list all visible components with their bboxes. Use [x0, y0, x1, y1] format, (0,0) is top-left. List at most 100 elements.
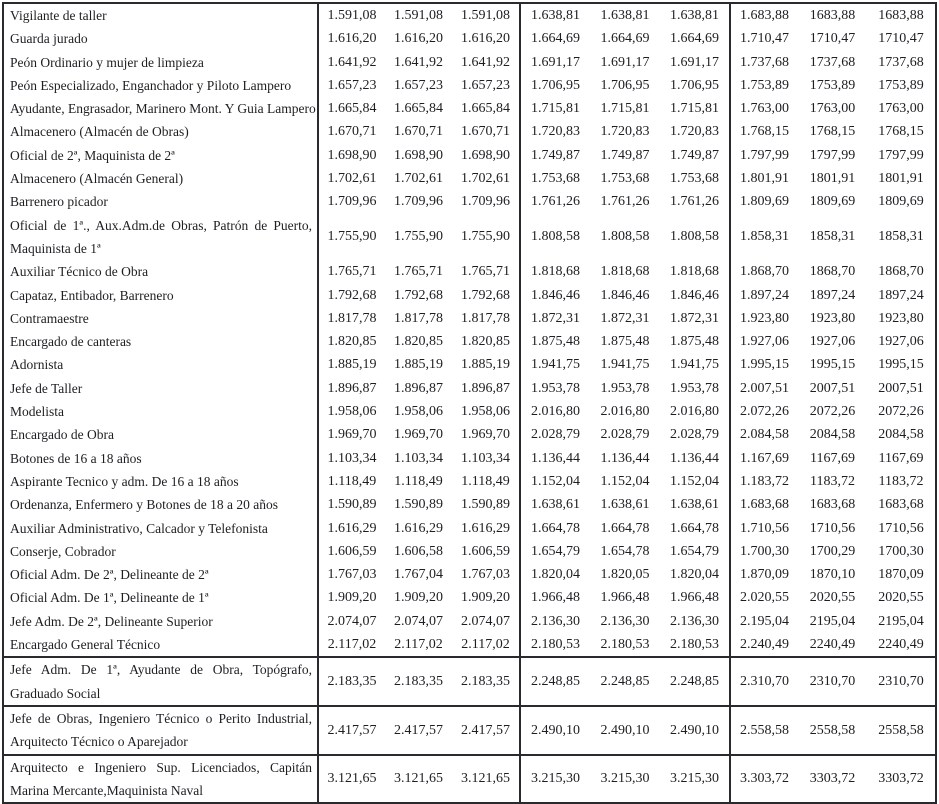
salary-value-cell: 1.958,06: [394, 404, 443, 420]
salary-value-cell: 1.761,26: [670, 194, 719, 210]
salary-value-cell: 1.761,26: [600, 194, 650, 210]
job-category-cell: Jefe Adm. De 1ª, Ayudante de Obra, Topóg…: [3, 656, 319, 706]
job-category-cell: Oficial de 1ª., Aux.Adm.de Obras, Patrón…: [3, 213, 319, 261]
table-row: Arquitecto e Ingeniero Sup. Licenciados,…: [3, 753, 936, 804]
salary-value-cell: 1.715,81: [600, 101, 650, 117]
job-category-cell: Peón Especializado, Enganchador y Piloto…: [3, 73, 319, 98]
salary-value-cell: 1.616,20: [461, 31, 510, 47]
salary-value-cell: 2.117,02: [394, 637, 443, 653]
salary-value-cell: 1.923,80: [729, 306, 798, 331]
salary-value-cell: 1.749,87: [519, 143, 590, 168]
salary-value-cell: 1.670,71: [461, 124, 510, 140]
salary-value-cell: 1.118,49: [327, 473, 377, 489]
salary-value-cell: 1.606,58: [394, 543, 443, 559]
salary-value-cell: 1683,88: [878, 8, 924, 23]
salary-value-cell: 2195,04: [878, 613, 924, 629]
salary-value-cell: 1.755,90: [394, 229, 443, 245]
job-category-cell: Jefe Adm. De 2ª, Delineante Superior: [3, 609, 319, 634]
salary-value-cell: 1.870,09: [729, 563, 798, 587]
salary-value-cell: 1.720,83: [600, 124, 650, 140]
salary-value-cell: 1.118,49: [394, 473, 443, 489]
salary-value-cell: 2.490,10: [519, 704, 590, 755]
salary-value-cell: 2.180,53: [670, 637, 719, 653]
salary-value-cell: 1.868,70: [729, 260, 798, 284]
salary-value-cell: 1.820,85: [461, 334, 510, 350]
salary-value-cell: 1.698,90: [394, 147, 443, 163]
salary-value-cell: 1.715,81: [670, 101, 719, 117]
salary-value-cell: 1710,47: [878, 31, 924, 47]
salary-value-cell: 1870,09: [878, 567, 924, 583]
table-row: Barrenero picador 1.709,96 1.709,96 1.709,9…: [3, 190, 936, 214]
salary-value-cell: 2007,51: [878, 380, 924, 396]
salary-value-cell: 1.941,75: [600, 357, 650, 373]
salary-value-cell: 1.136,44: [600, 450, 650, 466]
salary-value-cell: 2.016,80: [519, 400, 590, 424]
salary-value-cell: 1.709,96: [327, 194, 377, 210]
salary-value-cell: 1753,89: [809, 77, 856, 93]
salary-value-cell: 1.875,48: [519, 330, 590, 354]
salary-value-cell: 1.966,48: [600, 590, 650, 606]
salary-value-cell: 1.753,89: [729, 73, 798, 98]
salary-value-cell: 1858,31: [809, 229, 856, 245]
salary-value-cell: 1.664,69: [519, 27, 590, 51]
salary-value-cell: 2.007,51: [729, 376, 798, 401]
table-row: Oficial de 1ª., Aux.Adm.de Obras, Patrón…: [3, 213, 936, 261]
salary-value-cell: 2.248,85: [519, 656, 590, 706]
salary-value-cell: 1.691,17: [670, 54, 719, 70]
salary-value-cell: 1.616,29: [461, 520, 510, 536]
salary-value-cell: 1700,29: [809, 543, 856, 559]
salary-value-cell: 1.896,87: [394, 380, 443, 396]
salary-value-cell: 1.720,83: [670, 124, 719, 140]
salary-value-cell: 1809,69: [878, 194, 924, 210]
job-category-cell: Modelista: [3, 400, 319, 424]
salary-value-cell: 1.691,17: [600, 54, 650, 70]
salary-value-cell: 1.737,68: [729, 50, 798, 74]
salary-value-cell: 1.818,68: [670, 264, 719, 280]
salary-value-cell: 1.638,81: [519, 3, 590, 28]
table-row: Aspirante Tecnico y adm. De 16 a 18 años…: [3, 469, 936, 494]
salary-value-cell: 1.698,90: [327, 147, 377, 163]
salary-value-cell: 1.792,68: [461, 287, 510, 303]
table-row: Encargado General Técnico 2.117,02 2.117,0…: [3, 633, 936, 658]
salary-value-cell: 1.616,20: [394, 31, 443, 47]
salary-value-cell: 1.897,24: [729, 283, 798, 307]
salary-value-cell: 2.074,07: [394, 613, 443, 629]
salary-value-cell: 1.702,61: [394, 171, 443, 187]
job-category-cell: Jefe de Obras, Ingeniero Técnico o Perit…: [3, 704, 319, 755]
salary-value-cell: 1.927,06: [729, 330, 798, 354]
salary-value-cell: 3.215,30: [590, 753, 660, 804]
salary-value-cell: 1.590,89: [461, 497, 510, 513]
salary-value-cell: 1710,56: [878, 520, 924, 536]
salary-value-cell: 1.969,70: [461, 427, 510, 443]
salary-value-cell: 1.103,34: [461, 450, 510, 466]
table-row: Auxiliar Administrativo, Calcador y Tele…: [3, 516, 936, 540]
salary-value-cell: 1.591,08: [327, 8, 377, 23]
salary-value-cell: 2020,55: [809, 590, 856, 606]
salary-value-cell: 1858,31: [878, 229, 924, 245]
salary-value-cell: 2.490,10: [590, 704, 660, 755]
job-category-cell: Auxiliar Administrativo, Calcador y Tele…: [3, 516, 319, 540]
salary-value-cell: 2.248,85: [660, 656, 730, 706]
table-row: Capataz, Entibador, Barrenero 1.792,68 1.7…: [3, 283, 936, 307]
salary-value-cell: 1.818,68: [519, 260, 590, 284]
salary-value-cell: 1.909,20: [394, 590, 443, 606]
salary-value-cell: 3303,72: [867, 753, 936, 804]
salary-value-cell: 1768,15: [809, 124, 856, 140]
salary-value-cell: 1.657,23: [394, 77, 443, 93]
salary-value-cell: 1.591,08: [394, 8, 443, 23]
salary-value-cell: 1.820,05: [600, 567, 650, 583]
table-row: Vigilante de taller 1.591,08 1.591,08 1.591…: [3, 3, 936, 28]
salary-value-cell: 1.969,70: [327, 427, 377, 443]
job-category-cell: Botones de 16 a 18 años: [3, 446, 319, 470]
salary-value-cell: 1.809,69: [729, 190, 798, 214]
salary-value-cell: 1.763,00: [729, 97, 798, 121]
salary-value-cell: 1797,99: [809, 147, 856, 163]
salary-value-cell: 1.183,72: [729, 469, 798, 494]
table-row: Oficial Adm. De 1ª, Delineante de 1ª 1.90…: [3, 586, 936, 610]
salary-value-cell: 1.654,79: [519, 539, 590, 564]
salary-value-cell: 1.665,84: [461, 101, 510, 117]
salary-value-cell: 2195,04: [809, 613, 856, 629]
salary-value-cell: 1.820,85: [327, 334, 377, 350]
salary-value-cell: 1.664,78: [670, 520, 719, 536]
salary-value-cell: 1.670,71: [394, 124, 443, 140]
